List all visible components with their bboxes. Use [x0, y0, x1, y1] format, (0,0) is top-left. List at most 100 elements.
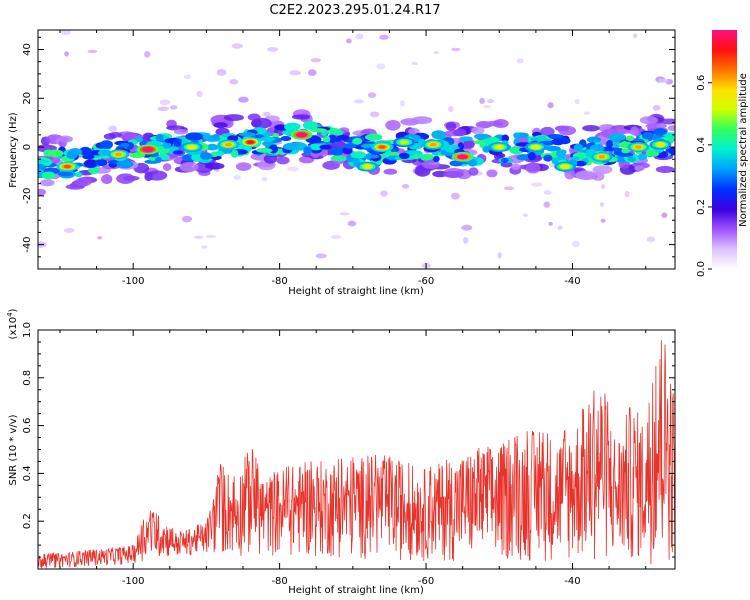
heatmap-halo [592, 165, 613, 174]
heatmap-cell [641, 131, 655, 140]
colorbar-tick-label: 0.0 [696, 261, 707, 277]
heatmap-speckle [522, 213, 528, 217]
heatmap-cell [555, 149, 566, 158]
heatmap-halo [443, 170, 464, 179]
heatmap-cell [282, 142, 299, 151]
heatmap-speckle [289, 70, 301, 76]
heatmap-speckle [600, 218, 606, 223]
heatmap-cell [621, 148, 630, 154]
heatmap-cell [303, 146, 313, 155]
heatmap-peak [495, 145, 503, 149]
heatmap-speckle [97, 235, 103, 240]
heatmap-halo [247, 113, 261, 121]
heatmap-halo [421, 159, 440, 169]
heatmap-cell [280, 135, 292, 142]
heatmap-cell [645, 150, 654, 156]
heatmap-cell [74, 172, 83, 178]
colorbar-label: Normalized spectral amplitude [738, 73, 749, 227]
heatmap-speckle [658, 78, 669, 83]
heatmap-speckle [516, 58, 524, 64]
heatmap-halo [667, 125, 675, 132]
heatmap-cell [343, 142, 357, 149]
heatmap-halo [408, 128, 420, 135]
heatmap-speckle [463, 236, 469, 244]
heatmap-peak [656, 142, 664, 147]
spectrogram-y-tick-label: 0 [22, 144, 33, 150]
snr-x-axis-label: Height of straight line (km) [288, 585, 424, 596]
heatmap-cell [256, 148, 273, 153]
heatmap-halo [629, 126, 639, 136]
heatmap-speckle [231, 43, 244, 49]
heatmap-halo [213, 122, 228, 129]
heatmap-halo [511, 163, 521, 170]
heatmap-speckle [461, 224, 473, 231]
heatmap-halo [38, 188, 47, 196]
heatmap-peak [429, 142, 437, 147]
heatmap-cell [431, 130, 446, 140]
heatmap-speckle [401, 184, 410, 189]
heatmap-cell [94, 159, 108, 167]
heatmap-cell [586, 136, 602, 143]
heatmap-speckle [108, 125, 117, 132]
heatmap-cell [573, 143, 583, 152]
heatmap-speckle [624, 190, 630, 198]
heatmap-halo [291, 114, 311, 120]
heatmap-cell [501, 134, 510, 143]
heatmap-halo [385, 119, 401, 131]
heatmap-speckle [380, 190, 388, 197]
heatmap-cell [543, 154, 553, 162]
heatmap-speckle [63, 227, 75, 233]
heatmap-speckle [450, 47, 461, 52]
chart-title: C2E2.2023.295.01.24.R17 [269, 3, 440, 18]
snr-x-tick-label: -60 [418, 576, 434, 587]
heatmap-speckle [346, 38, 352, 44]
heatmap-speckle [497, 252, 502, 259]
heatmap-cell [551, 138, 565, 146]
heatmap-speckle [530, 182, 543, 187]
spectrogram-y-tick-label: 20 [22, 92, 33, 105]
heatmap-speckle [583, 111, 590, 116]
heatmap-cell [120, 142, 130, 148]
snr-y-axis-label: SNR (10 * v/v) [8, 414, 19, 485]
heatmap-speckle [181, 215, 193, 223]
snr-y-tick-label: 0.6 [22, 418, 33, 434]
heatmap-halo [639, 116, 659, 125]
snr-x-tick-label: -100 [122, 576, 145, 587]
colorbar-tick-label: 0.4 [696, 137, 707, 153]
spectrogram-x-tick-label: -80 [271, 276, 287, 287]
heatmap-speckle [262, 111, 271, 117]
heatmap-halo [162, 163, 172, 172]
heatmap-speckle [315, 253, 327, 259]
heatmap-halo [173, 128, 188, 135]
heatmap-halo [103, 133, 117, 140]
heatmap-cell [185, 132, 204, 141]
heatmap-speckle [376, 63, 386, 70]
heatmap-cell [47, 149, 64, 158]
heatmap-speckle [196, 90, 203, 98]
heatmap-cell [272, 132, 280, 138]
heatmap-cell [459, 136, 473, 142]
heatmap-speckle [330, 234, 342, 239]
snr-y-multiplier-close: ) [8, 308, 19, 312]
heatmap-speckle [646, 236, 656, 243]
heatmap-cell [129, 152, 146, 159]
colorbar-gradient [712, 30, 737, 269]
heatmap-cell [191, 152, 203, 162]
snr-y-multiplier-base: (x10 [8, 317, 19, 340]
heatmap-speckle [411, 61, 419, 66]
heatmap-cell [135, 136, 144, 143]
heatmap-speckle [450, 192, 460, 200]
heatmap-cell [412, 153, 425, 159]
heatmap-peak [115, 152, 123, 157]
heatmap-peak [400, 140, 408, 144]
heatmap-speckle [205, 234, 217, 238]
heatmap-cell [284, 122, 301, 132]
heatmap-halo [634, 165, 645, 172]
heatmap-cell [116, 159, 134, 169]
heatmap-cell [516, 154, 531, 161]
spectrogram-x-axis-label: Height of straight line (km) [288, 286, 424, 297]
heatmap-cell [627, 156, 636, 162]
heatmap-cell [330, 155, 347, 162]
heatmap-speckle [367, 92, 377, 99]
